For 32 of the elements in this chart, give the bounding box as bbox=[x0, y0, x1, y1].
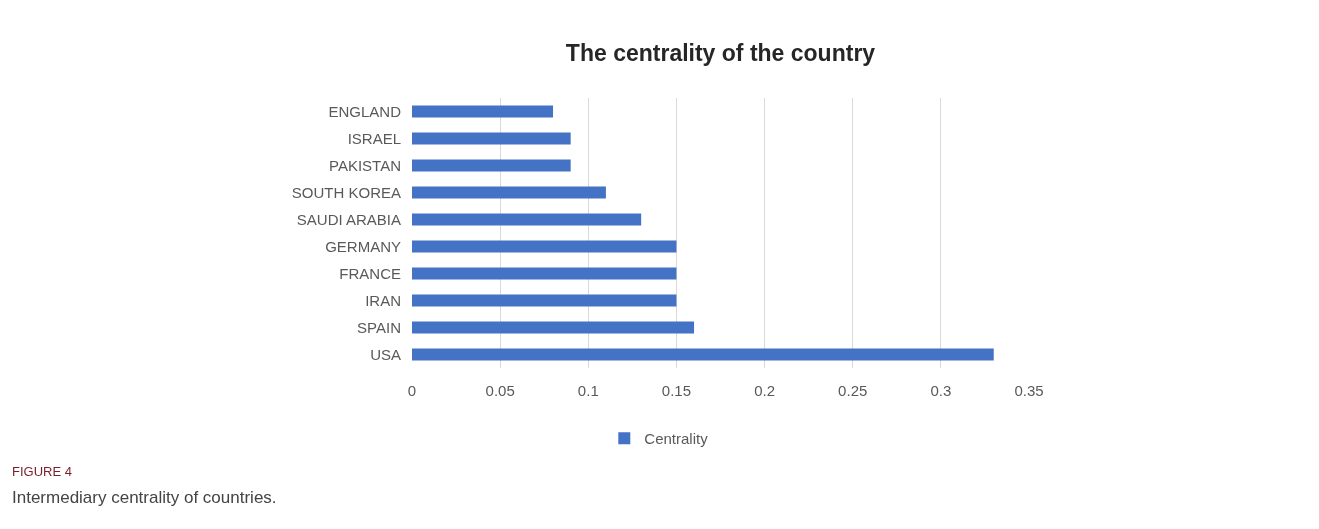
x-tick-label: 0.25 bbox=[838, 382, 868, 399]
y-tick-label: SAUDI ARABIA bbox=[296, 210, 401, 228]
x-tick-label: 0.1 bbox=[577, 382, 599, 399]
y-tick-label: ISRAEL bbox=[347, 129, 401, 147]
y-tick-label: SPAIN bbox=[357, 318, 401, 336]
y-tick-label: GERMANY bbox=[325, 237, 401, 255]
x-tick-label: 0.35 bbox=[1014, 382, 1044, 399]
y-tick-label: PAKISTAN bbox=[329, 156, 401, 174]
bar bbox=[412, 321, 695, 334]
y-tick-label: SOUTH KOREA bbox=[291, 183, 401, 201]
bar bbox=[412, 240, 677, 253]
y-tick-label: USA bbox=[370, 345, 401, 363]
bar bbox=[412, 348, 994, 361]
bar bbox=[412, 267, 677, 280]
text: Intermediary centrality of countries. bbox=[12, 488, 277, 507]
x-tick-label: 0.15 bbox=[661, 382, 692, 399]
caption: FIGURE 4 bbox=[12, 464, 72, 479]
bar bbox=[412, 186, 606, 199]
chart-title: The centrality of the country bbox=[565, 39, 876, 66]
bar bbox=[412, 105, 554, 118]
x-tick-label: 0.2 bbox=[754, 382, 775, 399]
y-tick-label: FRANCE bbox=[339, 264, 401, 282]
bar bbox=[412, 159, 571, 172]
y-tick-label: IRAN bbox=[365, 291, 401, 309]
x-tick-label: 0 bbox=[407, 382, 417, 399]
legend-label: Centrality bbox=[644, 430, 709, 448]
x-tick-label: 0.05 bbox=[485, 382, 515, 399]
bar bbox=[412, 213, 642, 226]
x-tick-label: 0.3 bbox=[930, 382, 952, 399]
bar bbox=[412, 132, 571, 145]
bar bbox=[412, 294, 677, 307]
y-tick-label: ENGLAND bbox=[328, 102, 402, 120]
